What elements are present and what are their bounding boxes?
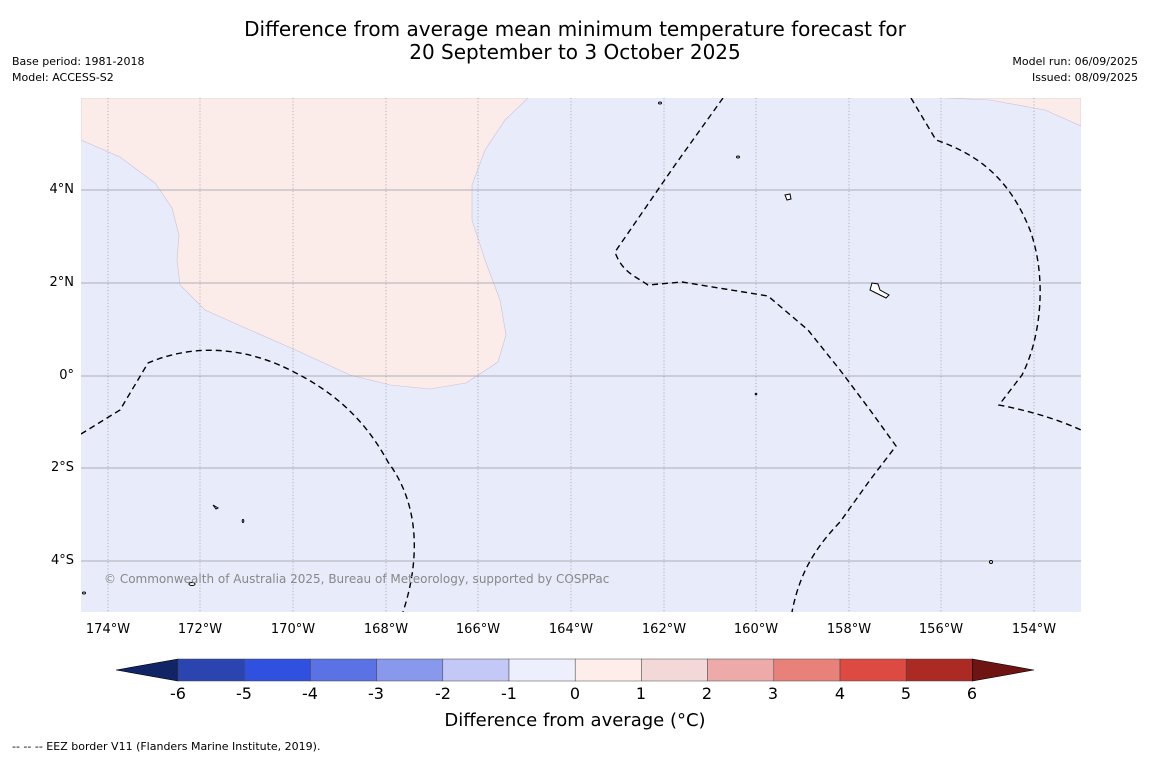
y-tick-label: 4°N [49,182,75,197]
colorbar-segment [177,658,245,682]
map-title: Difference from average mean minimum tem… [0,18,1150,64]
colorbar-segment [508,658,576,682]
colorbar-arrow-high [972,658,1035,682]
copyright-notice: © Commonwealth of Australia 2025, Bureau… [104,572,610,586]
issued-date: Issued: 08/09/2025 [1031,71,1138,84]
colorbar-segment [243,658,311,682]
colorbar-segment [773,658,841,682]
y-tick-label: 2°S [50,460,74,475]
colorbar-tick-label: -5 [236,684,252,703]
colorbar-tick-label: -1 [501,684,517,703]
colorbar-segment [310,658,377,682]
colorbar-arrow-low [115,658,179,682]
colorbar-segment [442,658,510,682]
colorbar-tick-label: -6 [170,684,186,703]
colorbar-tick-label: 4 [834,684,846,703]
colorbar-tick-label: 5 [900,684,912,703]
colorbar-segment [641,658,708,682]
meta-left: Base period: 1981-2018 Model: ACCESS-S2 [12,54,144,86]
meta-right: Model run: 06/09/2025 Issued: 08/09/2025 [1012,54,1138,86]
x-tick-label: 156°W [918,622,964,637]
x-tick-label: 166°W [455,622,501,637]
eez-borders [81,98,1081,612]
x-tick-label: 154°W [1011,622,1057,637]
y-tick-label: 4°S [50,553,74,568]
title-line-1: Difference from average mean minimum tem… [244,17,906,41]
colorbar-tick-label: -4 [302,684,318,703]
map-area [81,98,1081,612]
base-period: Base period: 1981-2018 [12,55,145,68]
colorbar-segment [707,658,775,682]
x-tick-label: 170°W [270,622,316,637]
title-line-2: 20 September to 3 October 2025 [409,40,741,64]
colorbar-segment [574,658,642,682]
x-tick-label: 162°W [641,622,687,637]
islands [82,101,993,595]
y-tick-label: 0° [59,368,74,383]
above-average-region-east [943,98,1081,127]
colorbar-segment [839,658,907,682]
x-tick-label: 160°W [733,622,779,637]
colorbar-tick-label: 3 [767,684,779,703]
colorbar-tick-label: -3 [368,684,384,703]
gridlines [81,98,1081,612]
above-average-region-west [81,98,529,390]
colorbar [115,658,1035,682]
colorbar-tick-label: 6 [966,684,978,703]
colorbar-tick-label: 1 [635,684,647,703]
eez-footnote: -- -- -- EEZ border V11 (Flanders Marine… [12,740,321,753]
x-tick-label: 164°W [548,622,594,637]
colorbar-tick-label: 0 [569,684,581,703]
y-tick-label: 2°N [49,275,75,290]
x-tick-label: 172°W [177,622,223,637]
colorbar-title: Difference from average (°C) [444,710,706,731]
x-tick-label: 158°W [826,622,872,637]
x-tick-label: 174°W [85,622,131,637]
x-tick-label: 168°W [363,622,409,637]
model-name: Model: ACCESS-S2 [12,71,114,84]
model-run: Model run: 06/09/2025 [1012,55,1138,68]
colorbar-tick-label: -2 [435,684,451,703]
colorbar-tick-label: 2 [701,684,713,703]
colorbar-segment [905,658,973,682]
colorbar-segment [376,658,444,682]
